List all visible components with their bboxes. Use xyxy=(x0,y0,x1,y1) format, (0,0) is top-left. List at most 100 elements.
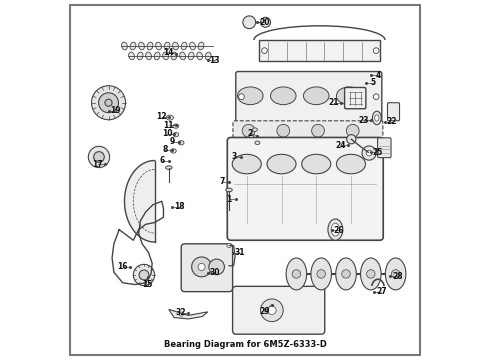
Ellipse shape xyxy=(171,149,176,153)
Circle shape xyxy=(243,16,256,29)
Ellipse shape xyxy=(196,52,202,60)
Ellipse shape xyxy=(181,42,187,50)
Circle shape xyxy=(362,146,376,160)
Ellipse shape xyxy=(130,42,136,50)
Text: 29: 29 xyxy=(259,307,270,316)
Text: 26: 26 xyxy=(334,226,344,235)
Text: 31: 31 xyxy=(234,248,245,257)
Polygon shape xyxy=(259,40,380,61)
Ellipse shape xyxy=(249,134,254,138)
Ellipse shape xyxy=(232,154,261,174)
Text: 8: 8 xyxy=(163,145,168,154)
Ellipse shape xyxy=(139,42,145,50)
Circle shape xyxy=(342,270,350,278)
Ellipse shape xyxy=(166,166,172,169)
Ellipse shape xyxy=(172,42,178,50)
Ellipse shape xyxy=(154,52,160,60)
Circle shape xyxy=(317,270,325,278)
Circle shape xyxy=(268,306,276,315)
FancyBboxPatch shape xyxy=(227,138,383,240)
FancyBboxPatch shape xyxy=(233,121,383,141)
Ellipse shape xyxy=(173,132,179,137)
Text: 9: 9 xyxy=(170,137,175,146)
Circle shape xyxy=(262,48,268,54)
Circle shape xyxy=(366,150,372,156)
Circle shape xyxy=(312,124,324,137)
Ellipse shape xyxy=(302,154,331,174)
Text: 7: 7 xyxy=(219,177,224,186)
FancyBboxPatch shape xyxy=(233,286,325,334)
FancyBboxPatch shape xyxy=(344,87,366,109)
Text: 13: 13 xyxy=(210,56,220,65)
Ellipse shape xyxy=(331,223,340,236)
Text: 3: 3 xyxy=(232,153,237,162)
Circle shape xyxy=(367,270,375,278)
Text: 25: 25 xyxy=(373,148,383,157)
Ellipse shape xyxy=(156,42,161,50)
Circle shape xyxy=(88,146,110,168)
Ellipse shape xyxy=(336,258,356,290)
Ellipse shape xyxy=(328,219,343,240)
FancyBboxPatch shape xyxy=(388,103,399,121)
Text: 27: 27 xyxy=(376,287,387,296)
Circle shape xyxy=(373,48,379,54)
Ellipse shape xyxy=(178,141,184,145)
Circle shape xyxy=(198,264,205,270)
Ellipse shape xyxy=(286,258,307,290)
Ellipse shape xyxy=(180,52,186,60)
Ellipse shape xyxy=(164,42,170,50)
Ellipse shape xyxy=(372,111,381,125)
Ellipse shape xyxy=(226,188,232,192)
Ellipse shape xyxy=(385,258,406,290)
Ellipse shape xyxy=(311,258,331,290)
Circle shape xyxy=(133,264,155,285)
Text: 20: 20 xyxy=(259,18,270,27)
Circle shape xyxy=(209,259,224,275)
Circle shape xyxy=(346,124,359,137)
Circle shape xyxy=(179,312,183,316)
Ellipse shape xyxy=(129,52,134,60)
Ellipse shape xyxy=(122,42,127,50)
Ellipse shape xyxy=(198,42,204,50)
Ellipse shape xyxy=(270,87,296,105)
Circle shape xyxy=(242,124,255,137)
Text: 17: 17 xyxy=(93,159,103,168)
Circle shape xyxy=(292,270,301,278)
Ellipse shape xyxy=(238,87,263,105)
Polygon shape xyxy=(169,309,208,319)
Circle shape xyxy=(98,93,119,113)
Circle shape xyxy=(92,86,125,120)
Circle shape xyxy=(105,99,112,106)
FancyBboxPatch shape xyxy=(181,244,233,292)
Text: 6: 6 xyxy=(159,156,164,165)
Text: 23: 23 xyxy=(359,116,369,125)
Ellipse shape xyxy=(303,87,329,105)
Ellipse shape xyxy=(171,52,177,60)
Circle shape xyxy=(392,270,400,278)
Text: 2: 2 xyxy=(247,130,253,139)
Circle shape xyxy=(94,152,104,162)
Text: 22: 22 xyxy=(387,117,397,126)
Text: 19: 19 xyxy=(110,107,121,116)
Circle shape xyxy=(277,124,290,137)
Ellipse shape xyxy=(375,115,379,121)
Text: 4: 4 xyxy=(375,71,381,80)
Ellipse shape xyxy=(173,124,179,128)
Text: 5: 5 xyxy=(370,78,375,87)
Text: 28: 28 xyxy=(392,272,403,281)
Ellipse shape xyxy=(337,87,362,105)
Circle shape xyxy=(139,270,149,280)
Ellipse shape xyxy=(255,141,260,145)
Ellipse shape xyxy=(205,52,211,60)
Ellipse shape xyxy=(361,258,381,290)
Polygon shape xyxy=(124,161,155,242)
Text: 1: 1 xyxy=(226,195,232,204)
Ellipse shape xyxy=(252,128,257,131)
Ellipse shape xyxy=(389,265,397,279)
Ellipse shape xyxy=(337,154,366,174)
Circle shape xyxy=(192,257,212,277)
FancyBboxPatch shape xyxy=(236,72,382,122)
Text: 30: 30 xyxy=(210,268,220,277)
Ellipse shape xyxy=(392,269,395,275)
Ellipse shape xyxy=(188,52,194,60)
